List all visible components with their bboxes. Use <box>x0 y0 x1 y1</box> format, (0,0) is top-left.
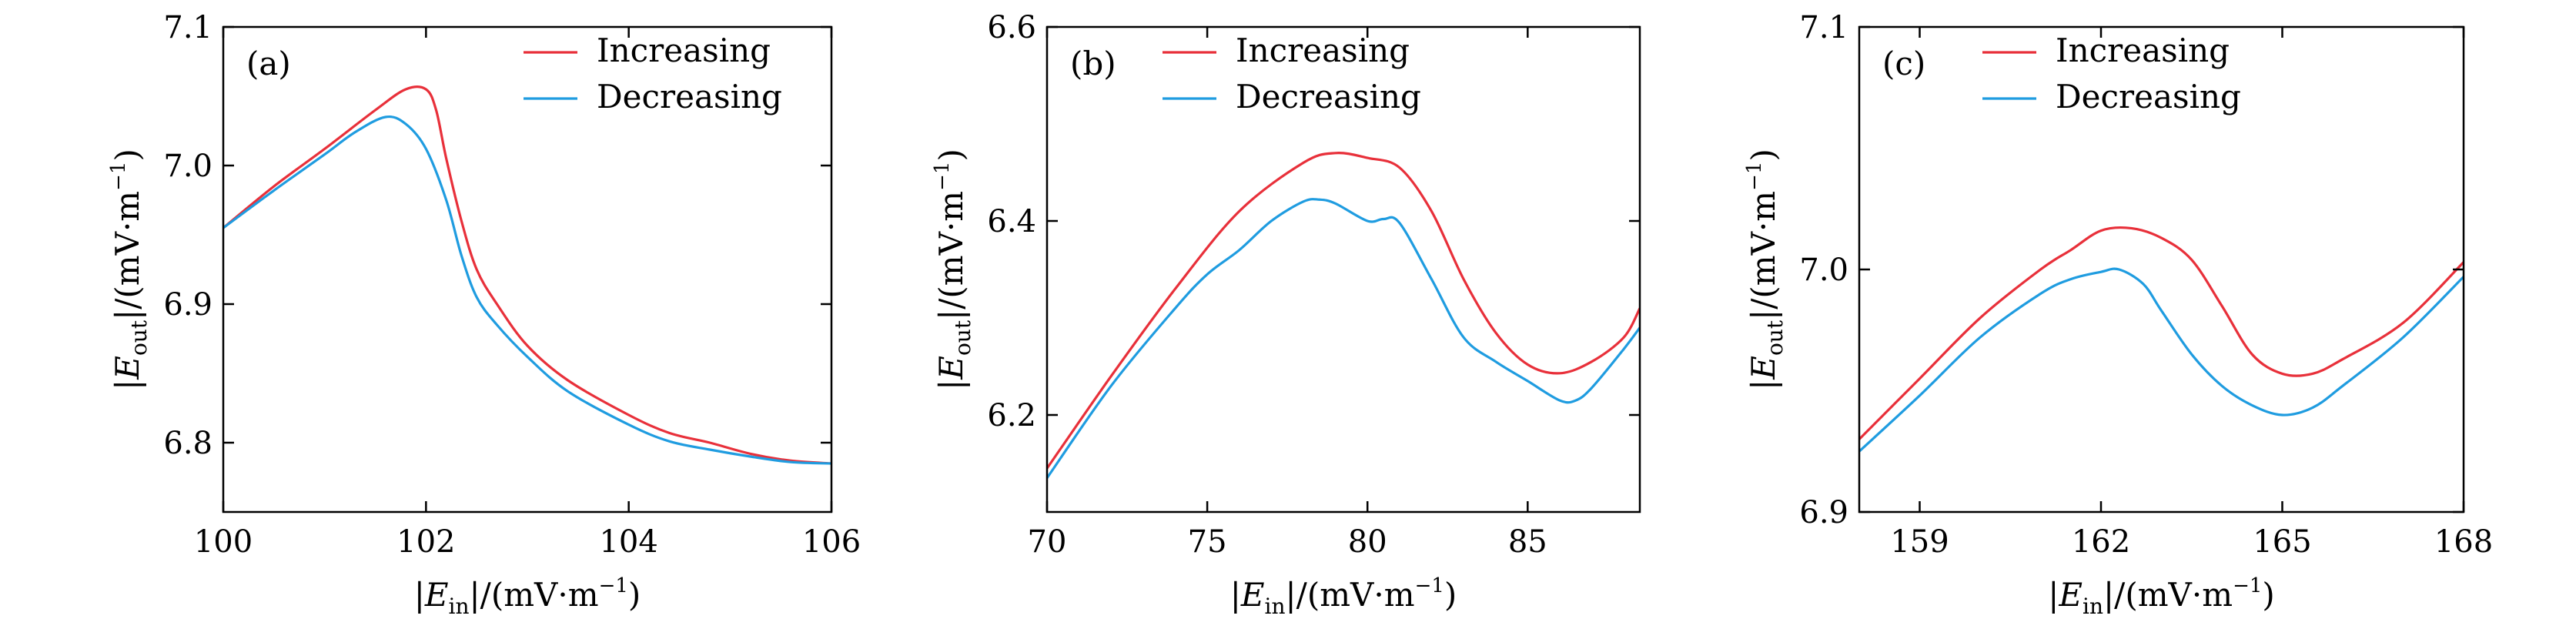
y-tick-label: 7.0 <box>163 149 212 184</box>
x-tick-label: 102 <box>396 524 455 560</box>
panel-label: (c) <box>1882 45 1925 82</box>
legend-label-decreasing: Decreasing <box>2056 78 2241 115</box>
y-tick-label: 7.1 <box>163 10 212 45</box>
axes-frame <box>222 25 833 514</box>
y-tick-label: 6.6 <box>987 10 1036 45</box>
series-line-increasing <box>1859 226 2464 440</box>
label-part-end: ) <box>932 149 970 161</box>
y-tick-label: 7.1 <box>1799 10 1848 45</box>
label-bar: | <box>1745 380 1782 390</box>
label-part-end: ) <box>628 576 641 614</box>
series-line-decreasing <box>1047 198 1640 479</box>
chart-panel-2: 70 75 80 85 6.2 6.4 6.6 (b) Increasing Decreasing… <box>931 10 1641 619</box>
label-part-open: |E <box>2048 576 2083 614</box>
label-part-open: |E <box>1230 576 1265 614</box>
label-symbol-e: E <box>932 356 970 380</box>
label-bar: | <box>414 576 425 614</box>
y-tick-label: 7.0 <box>1799 253 1848 288</box>
label-part-sub: out <box>1762 320 1788 356</box>
y-tick-label: 6.8 <box>163 426 212 461</box>
x-tick-label: 75 <box>1188 524 1227 560</box>
y-tick-label: 6.2 <box>987 398 1036 433</box>
y-tick-label: 6.9 <box>163 287 212 323</box>
y-tick-label: 6.4 <box>987 204 1036 239</box>
label-part-sup: −1 <box>931 162 954 191</box>
label-part-end: ) <box>1745 149 1782 161</box>
legend-label-increasing: Increasing <box>2056 32 2230 69</box>
y-tick-label: 6.9 <box>1799 495 1848 530</box>
label-part-sub: out <box>950 320 975 356</box>
label-bar: | <box>109 380 146 390</box>
legend-label-increasing: Increasing <box>597 32 771 69</box>
label-symbol-e: E <box>109 356 146 380</box>
x-tick-label: 165 <box>2253 524 2311 560</box>
series-line-decreasing <box>223 115 831 465</box>
x-tick-label: 106 <box>802 524 861 560</box>
label-part-close: |/(mV·m <box>109 191 146 320</box>
y-axis-label: |Eout|/(mV·m−1) <box>931 149 975 390</box>
label-part-close: |/(mV·m <box>1745 191 1782 320</box>
label-part-sup: −1 <box>1415 574 1444 597</box>
label-part-open: |E <box>109 356 146 390</box>
legend-label-increasing: Increasing <box>1236 32 1410 69</box>
x-axis-label: |Ein|/(mV·m−1) <box>414 574 641 619</box>
y-axis-label: |Eout|/(mV·m−1) <box>1743 149 1788 390</box>
x-axis-label: |Ein|/(mV·m−1) <box>2048 574 2275 619</box>
x-tick-label: 70 <box>1028 524 1067 560</box>
legend-label-decreasing: Decreasing <box>1236 78 1421 115</box>
label-part-end: ) <box>1444 576 1457 614</box>
label-part-sub: in <box>1265 594 1286 619</box>
label-symbol-e: E <box>1745 356 1782 380</box>
label-symbol-e: E <box>2058 576 2083 614</box>
x-tick-label: 85 <box>1508 524 1547 560</box>
x-tick-label: 162 <box>2072 524 2130 560</box>
axes-frame <box>1045 25 1641 514</box>
label-part-sub: out <box>126 320 152 356</box>
label-part-sup: −1 <box>599 574 628 597</box>
label-part-open: |E <box>932 356 970 390</box>
panel-label: (b) <box>1070 45 1116 82</box>
legend-label-decreasing: Decreasing <box>597 78 782 115</box>
series-line-increasing <box>1047 152 1640 470</box>
label-part-open: |E <box>1745 356 1782 390</box>
y-axis-label: |Eout|/(mV·m−1) <box>107 149 152 390</box>
label-part-close: |/(mV·m <box>2103 576 2233 614</box>
label-part-close: |/(mV·m <box>1286 576 1415 614</box>
label-symbol-e: E <box>1240 576 1265 614</box>
x-axis-label: |Ein|/(mV·m−1) <box>1230 574 1457 619</box>
panel-label: (a) <box>246 45 291 82</box>
chart-panel-3: 159 162 165 168 6.9 7.0 7.1 (c) Increasing Decrea… <box>1743 10 2493 619</box>
x-tick-label: 159 <box>1890 524 1949 560</box>
x-tick-label: 100 <box>194 524 253 560</box>
label-part-end: ) <box>109 149 146 161</box>
label-part-open: |E <box>414 576 449 614</box>
label-part-close: |/(mV·m <box>932 191 970 320</box>
series-line-increasing <box>223 85 831 465</box>
x-tick-label: 104 <box>599 524 657 560</box>
series-line-decreasing <box>1859 267 2464 453</box>
label-part-close: |/(mV·m <box>470 576 599 614</box>
x-tick-label: 80 <box>1348 524 1387 560</box>
label-symbol-e: E <box>424 576 449 614</box>
label-part-sub: in <box>449 594 470 619</box>
label-bar: | <box>932 380 970 390</box>
label-bar: | <box>1230 576 1241 614</box>
x-tick-label: 168 <box>2434 524 2493 560</box>
label-bar: | <box>2048 576 2059 614</box>
label-part-sup: −1 <box>1743 162 1766 191</box>
chart-panel-1: 100 102 104 106 6.8 6.9 7.0 7.1 (a) Increasing Dec… <box>107 10 861 619</box>
label-part-sub: in <box>2083 594 2103 619</box>
label-part-sup: −1 <box>2233 574 2262 597</box>
label-part-end: ) <box>2262 576 2274 614</box>
label-part-sup: −1 <box>107 162 130 191</box>
